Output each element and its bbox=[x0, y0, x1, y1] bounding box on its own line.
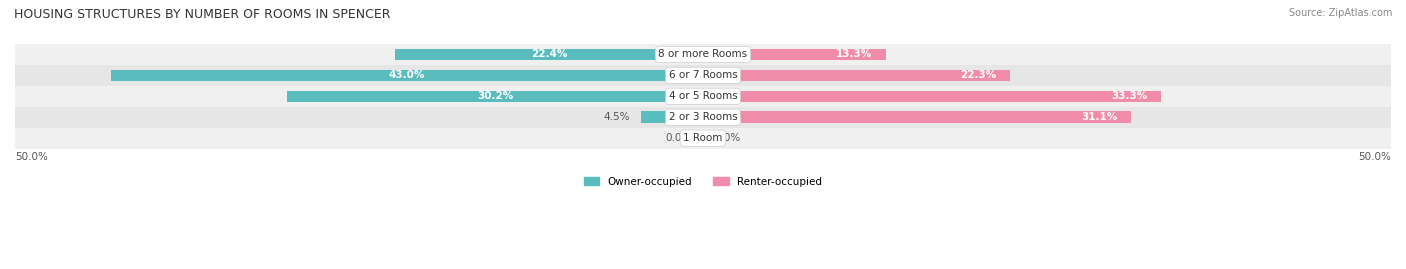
Text: 30.2%: 30.2% bbox=[477, 91, 513, 101]
Bar bbox=[641, 111, 703, 123]
Text: 0.0%: 0.0% bbox=[714, 133, 740, 143]
Text: 0.0%: 0.0% bbox=[666, 133, 692, 143]
Text: 43.0%: 43.0% bbox=[389, 70, 426, 80]
Bar bbox=[703, 49, 886, 60]
Bar bbox=[287, 91, 703, 102]
Text: 1 Room: 1 Room bbox=[683, 133, 723, 143]
Text: 31.1%: 31.1% bbox=[1081, 112, 1118, 122]
Bar bbox=[703, 111, 1130, 123]
Bar bbox=[15, 107, 1391, 128]
Bar bbox=[703, 91, 1161, 102]
Text: 13.3%: 13.3% bbox=[837, 49, 872, 59]
Bar bbox=[15, 65, 1391, 86]
Bar bbox=[703, 70, 1010, 81]
Text: 6 or 7 Rooms: 6 or 7 Rooms bbox=[669, 70, 737, 80]
Text: 22.3%: 22.3% bbox=[960, 70, 995, 80]
Bar bbox=[15, 86, 1391, 107]
Bar bbox=[111, 70, 703, 81]
Text: 50.0%: 50.0% bbox=[1358, 152, 1391, 162]
Text: 22.4%: 22.4% bbox=[530, 49, 567, 59]
Text: 4.5%: 4.5% bbox=[603, 112, 630, 122]
Text: 50.0%: 50.0% bbox=[15, 152, 48, 162]
Text: 33.3%: 33.3% bbox=[1111, 91, 1147, 101]
Bar bbox=[15, 128, 1391, 148]
Bar bbox=[395, 49, 703, 60]
Legend: Owner-occupied, Renter-occupied: Owner-occupied, Renter-occupied bbox=[579, 173, 827, 191]
Text: HOUSING STRUCTURES BY NUMBER OF ROOMS IN SPENCER: HOUSING STRUCTURES BY NUMBER OF ROOMS IN… bbox=[14, 8, 391, 21]
Text: 2 or 3 Rooms: 2 or 3 Rooms bbox=[669, 112, 737, 122]
Text: Source: ZipAtlas.com: Source: ZipAtlas.com bbox=[1288, 8, 1392, 18]
Text: 4 or 5 Rooms: 4 or 5 Rooms bbox=[669, 91, 737, 101]
Bar bbox=[15, 44, 1391, 65]
Text: 8 or more Rooms: 8 or more Rooms bbox=[658, 49, 748, 59]
